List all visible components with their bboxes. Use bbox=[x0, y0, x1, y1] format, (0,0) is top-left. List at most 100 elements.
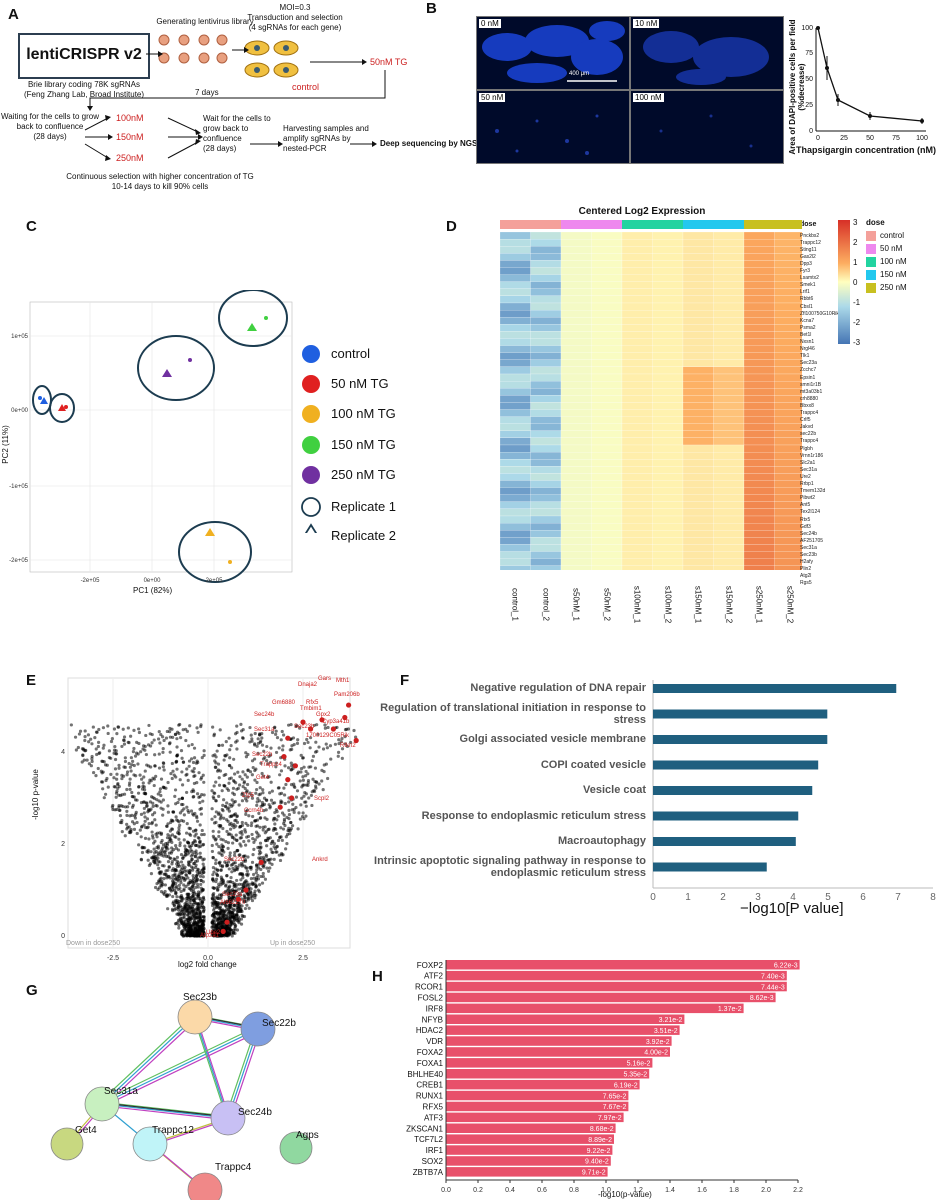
volcano-point bbox=[226, 846, 230, 851]
heatmap-cell bbox=[560, 402, 592, 410]
volcano-point bbox=[123, 765, 127, 769]
heatmap-cell bbox=[774, 331, 802, 339]
volcano-point bbox=[168, 730, 172, 734]
volcano-point bbox=[279, 835, 283, 839]
volcano-point bbox=[231, 841, 235, 845]
heatmap-cell bbox=[743, 473, 775, 481]
volcano-point bbox=[114, 749, 118, 753]
volcano-point bbox=[214, 925, 219, 929]
volcano-point bbox=[141, 747, 145, 751]
volcano-point bbox=[249, 877, 254, 881]
volcano-point bbox=[167, 893, 171, 897]
volcano-point bbox=[191, 884, 195, 888]
heatmap-cell bbox=[774, 395, 802, 403]
heatmap-cell bbox=[774, 345, 802, 353]
volcano-point bbox=[192, 774, 196, 778]
tf-bar bbox=[446, 1036, 672, 1046]
volcano-point bbox=[190, 843, 194, 848]
volcano-point bbox=[211, 877, 215, 882]
heatmap-cell bbox=[774, 473, 802, 481]
panel-label-f: F bbox=[400, 672, 410, 689]
volcano-point bbox=[128, 787, 132, 792]
heatmap-cell bbox=[652, 246, 684, 254]
volcano-point bbox=[237, 887, 241, 891]
volcano-point bbox=[227, 899, 231, 903]
volcano-point bbox=[105, 763, 109, 767]
volcano-point bbox=[189, 833, 193, 837]
heatmap-cell bbox=[652, 388, 684, 396]
volcano-point bbox=[83, 738, 87, 743]
volcano-point bbox=[258, 786, 262, 790]
volcano-point bbox=[269, 746, 273, 750]
volcano-point bbox=[254, 819, 258, 823]
volcano-point bbox=[143, 836, 148, 840]
volcano-point bbox=[250, 898, 255, 903]
volcano-point bbox=[192, 756, 197, 760]
volcano-point bbox=[202, 793, 206, 797]
heatmap-cell bbox=[652, 494, 684, 502]
volcano-gene-label: Sec31a bbox=[254, 727, 275, 733]
volcano-point bbox=[194, 843, 198, 848]
volcano-point bbox=[192, 922, 196, 926]
volcano-point bbox=[290, 824, 295, 828]
volcano-point bbox=[244, 872, 249, 877]
volcano-point bbox=[263, 860, 267, 864]
heatmap-cell bbox=[530, 338, 562, 346]
volcano-point bbox=[180, 783, 185, 787]
panel-b-xlabel: Thapsigargin concentration (nM) bbox=[796, 145, 936, 155]
tf-bar bbox=[446, 1167, 608, 1177]
volcano-point bbox=[125, 787, 129, 792]
volcano-point bbox=[219, 815, 223, 819]
volcano-point bbox=[298, 726, 302, 730]
volcano-point bbox=[149, 850, 153, 854]
volcano-point bbox=[257, 811, 261, 816]
volcano-point bbox=[285, 815, 289, 819]
heatmap-cell bbox=[560, 530, 592, 538]
volcano-point bbox=[212, 886, 216, 891]
volcano-point bbox=[222, 850, 226, 854]
volcano-point bbox=[147, 781, 151, 785]
heatmap-cell bbox=[682, 331, 714, 339]
volcano-point bbox=[193, 854, 197, 858]
volcano-point bbox=[225, 874, 229, 878]
volcano-point bbox=[281, 827, 286, 831]
volcano-point bbox=[159, 831, 164, 835]
volcano-point bbox=[231, 791, 235, 795]
volcano-point bbox=[142, 785, 146, 789]
volcano-point bbox=[298, 779, 302, 783]
volcano-point bbox=[160, 863, 165, 868]
heatmap-cell bbox=[530, 267, 562, 275]
gene-label: Tmem132d bbox=[800, 488, 826, 495]
volcano-point bbox=[188, 869, 192, 873]
heatmap-cell bbox=[499, 444, 531, 453]
volcano-point bbox=[193, 850, 197, 855]
heatmap-cell bbox=[743, 437, 775, 446]
heatmap-cell bbox=[530, 402, 562, 410]
volcano-point bbox=[177, 797, 181, 801]
volcano-point bbox=[187, 759, 192, 763]
volcano-point bbox=[180, 756, 184, 760]
volcano-point bbox=[150, 741, 154, 745]
volcano-up-label: Up in dose250 bbox=[270, 940, 316, 947]
column-label: s100nM_1 bbox=[632, 585, 642, 624]
volcano-point bbox=[228, 756, 232, 760]
heatmap-cell bbox=[652, 459, 684, 467]
go-term-label: Response to endoplasmic reticulum stress bbox=[421, 809, 646, 822]
volcano-point bbox=[175, 859, 179, 863]
dose-bar-cell bbox=[744, 220, 775, 229]
gene-label: AF251705 bbox=[800, 537, 824, 544]
volcano-point bbox=[328, 744, 333, 748]
volcano-point bbox=[139, 858, 143, 862]
heatmap-cell bbox=[682, 565, 714, 570]
tf-bar bbox=[446, 1047, 670, 1057]
volcano-point bbox=[187, 744, 191, 748]
volcano-point bbox=[259, 851, 263, 855]
volcano-point bbox=[235, 820, 240, 824]
volcano-point bbox=[272, 801, 277, 805]
volcano-point bbox=[223, 909, 227, 914]
volcano-point bbox=[301, 811, 305, 815]
dose-bar-cell bbox=[683, 220, 714, 229]
volcano-point bbox=[150, 830, 154, 834]
volcano-point bbox=[243, 895, 247, 900]
volcano-point bbox=[199, 878, 203, 883]
